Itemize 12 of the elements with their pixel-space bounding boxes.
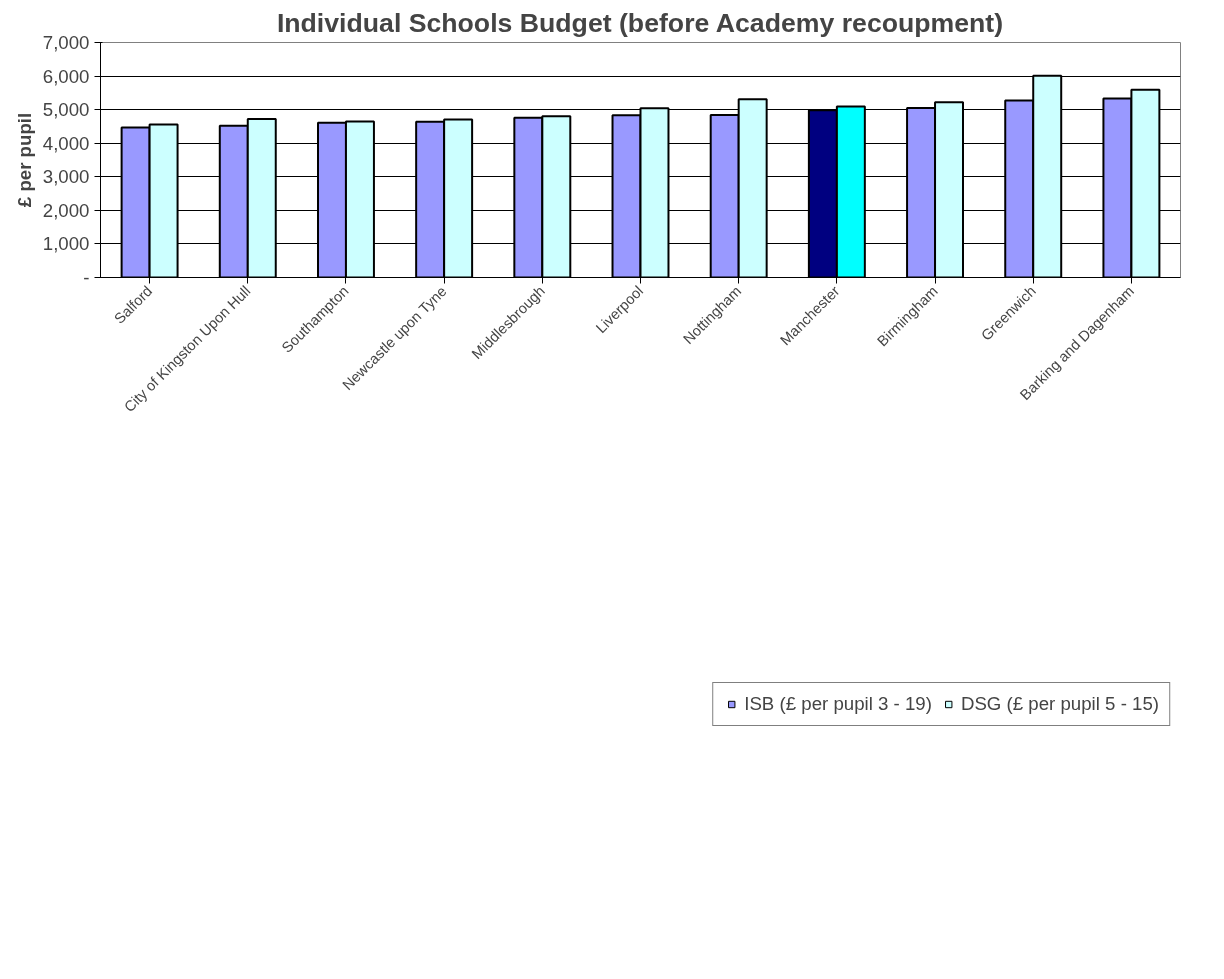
y-tick-label: 1,000 <box>42 233 90 255</box>
legend-label: DSG (£ per pupil 5 - 15) <box>960 693 1159 715</box>
y-tick-label: 5,000 <box>42 99 90 121</box>
y-tick-label: 2,000 <box>42 199 90 221</box>
y-tick-label: 4,000 <box>42 132 90 154</box>
y-tick-label: 3,000 <box>42 166 90 188</box>
y-tick-label: 7,000 <box>42 32 90 53</box>
chart-title: Individual Schools Budget (before Academy recoupment) <box>276 7 1004 38</box>
legend-label: ISB (£ per pupil 3 - 19) <box>744 693 932 715</box>
y-tick-label: 6,000 <box>42 65 90 87</box>
y-axis-title: £ per pupil <box>13 112 35 208</box>
y-tick-label: - <box>83 267 90 288</box>
